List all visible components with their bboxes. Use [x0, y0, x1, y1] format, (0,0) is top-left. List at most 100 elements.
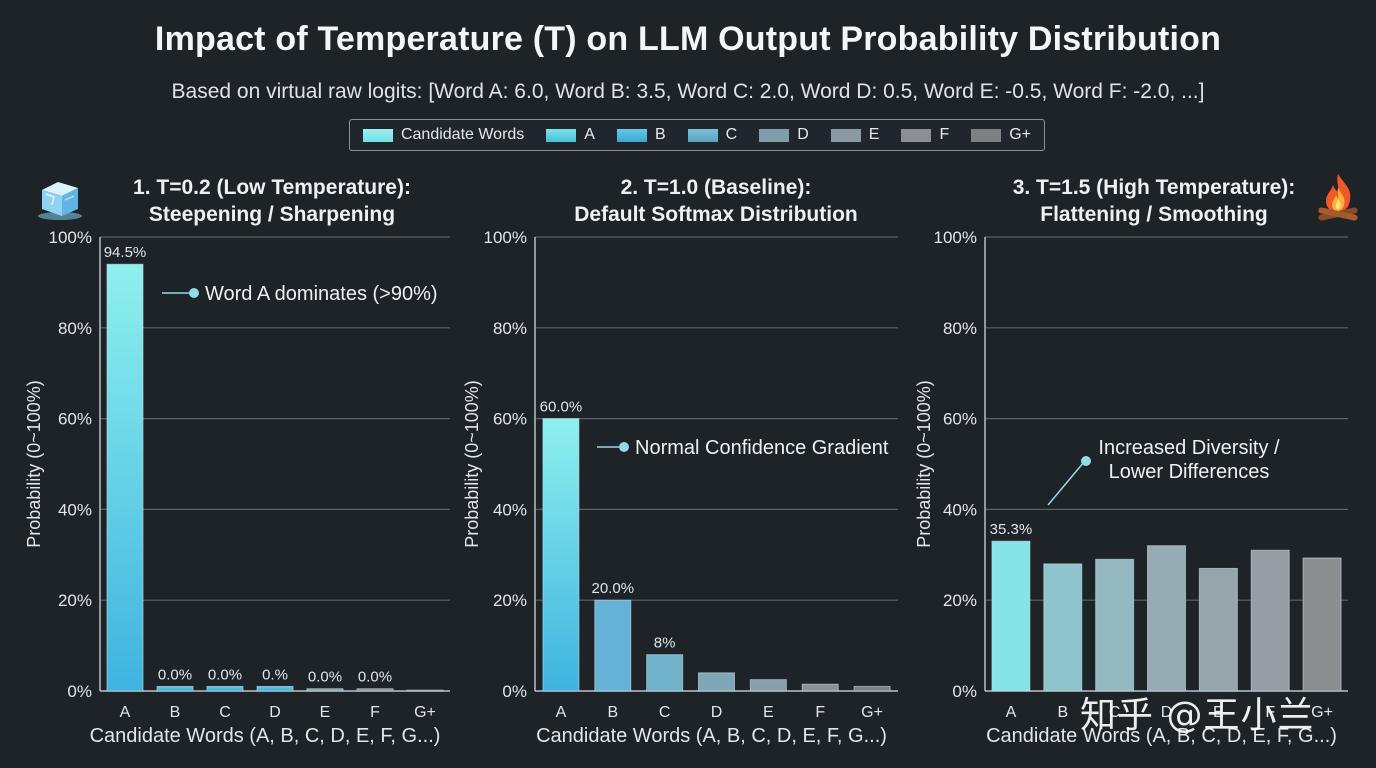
watermark: 知乎 @王小兰 [1080, 695, 1315, 736]
y-axis-label: Probability (0~100%) [24, 380, 44, 548]
x-tick-label: D [269, 704, 281, 721]
bar-f [356, 688, 394, 692]
y-tick-label: 80% [943, 319, 977, 338]
bar-d [256, 685, 294, 692]
bar-gplus [1302, 557, 1342, 692]
legend-label: A [584, 126, 595, 143]
bar-a [542, 418, 580, 692]
chart-subtitle: Based on virtual raw logits: [Word A: 6.… [171, 80, 1205, 103]
panel-1-title-line1: 1. T=0.2 (Low Temperature): [133, 176, 411, 199]
data-label: 35.3% [990, 521, 1033, 538]
panel-1-title-line2: Steepening / Sharpening [148, 203, 396, 226]
y-tick-label: 60% [943, 410, 977, 429]
legend-swatch [546, 128, 577, 142]
x-tick-label: A [556, 704, 567, 721]
x-tick-label: E [1213, 704, 1224, 721]
legend-item-b: B [616, 126, 666, 144]
bar-f [1250, 549, 1290, 692]
annotation-dot [189, 288, 199, 298]
bar-b [156, 685, 194, 692]
x-tick-label: A [1006, 704, 1017, 721]
x-tick-label: E [320, 704, 331, 721]
legend-item-g: G+ [971, 126, 1031, 144]
legend-swatch [759, 128, 790, 142]
x-tick-label: D [711, 704, 723, 721]
legend-swatch [971, 128, 1002, 142]
legend-item-d: D [759, 126, 809, 144]
y-axis-label: Probability (0~100%) [914, 380, 934, 548]
bar-e [749, 679, 787, 692]
y-tick-label: 0% [952, 682, 977, 701]
y-tick-label: 20% [58, 591, 92, 610]
bar-a [991, 540, 1031, 692]
annotation-text-line2: Lower Differences [1109, 461, 1270, 483]
bar-c [206, 685, 244, 692]
y-tick-label: 40% [493, 500, 527, 519]
legend-swatch [901, 128, 932, 142]
y-tick-label: 100% [484, 228, 527, 247]
data-label: 94.5% [104, 244, 147, 261]
annotation-text-line1: Increased Diversity / [1098, 437, 1280, 459]
bar-gplus [406, 689, 444, 692]
legend-label: G+ [1009, 126, 1032, 143]
legend-swatch [616, 128, 647, 142]
chart-title: Impact of Temperature (T) on LLM Output … [154, 20, 1222, 58]
y-axis-label: Probability (0~100%) [462, 380, 482, 548]
x-tick-label: F [1265, 704, 1275, 721]
x-tick-label: G+ [861, 704, 883, 721]
data-label: 20.0% [592, 580, 635, 597]
annotation-dot [619, 442, 629, 452]
legend-item-c: C [687, 126, 737, 144]
data-label: 0.% [262, 666, 288, 683]
bar-c [646, 654, 684, 692]
x-tick-label: B [170, 704, 181, 721]
annotation-text: Word A dominates (>90%) [205, 283, 438, 305]
legend-label: B [654, 126, 666, 143]
legend-label: Candidate Words [400, 126, 525, 143]
x-tick-label: C [659, 704, 671, 721]
y-tick-label: 100% [49, 228, 92, 247]
y-tick-label: 20% [943, 591, 977, 610]
legend-item-a: A [546, 126, 595, 144]
data-label: 0.0% [158, 666, 192, 683]
legend-swatch [687, 128, 718, 142]
bar-e [306, 688, 344, 692]
y-tick-label: 40% [58, 500, 92, 519]
x-tick-label: A [120, 704, 131, 721]
data-label: 8% [654, 635, 676, 652]
x-axis-label: Candidate Words (A, B, C, D, E, F, G...) [90, 725, 441, 747]
x-axis-label: Candidate Words (A, B, C, D, E, F, G...) [536, 725, 887, 747]
x-tick-label: G+ [1311, 704, 1333, 721]
bar-d [1147, 545, 1186, 692]
y-tick-label: 60% [493, 410, 527, 429]
annotation-dot [1081, 456, 1091, 466]
x-tick-label: G+ [414, 704, 436, 721]
bar-gplus [853, 685, 891, 692]
annotation-leader [1047, 461, 1085, 506]
panel-2-title: 2. T=1.0 (Baseline): Default Softmax Dis… [506, 174, 926, 228]
x-axis-label: Candidate Words (A, B, C, D, E, F, G...) [986, 725, 1337, 747]
x-tick-label: F [370, 704, 380, 721]
bar-c [1095, 558, 1135, 692]
panel-3-title-line1: 3. T=1.5 (High Temperature): [1012, 176, 1296, 199]
bar-e [1198, 567, 1238, 692]
panel-2-title-line2: Default Softmax Distribution [574, 203, 858, 226]
x-tick-label: C [219, 704, 231, 721]
legend-item-candidate-words: Candidate Words [362, 126, 525, 144]
x-tick-label: F [815, 704, 825, 721]
campfire-icon [1318, 174, 1358, 221]
bar-b [594, 599, 632, 692]
y-tick-label: 100% [934, 228, 977, 247]
panel-3-title: 3. T=1.5 (High Temperature): Flattening … [944, 174, 1364, 228]
legend-item-e: E [830, 126, 879, 144]
data-label: 0.0% [358, 669, 392, 686]
legend: Candidate Words A B C D E F G+ [349, 119, 1045, 151]
ice-cube-icon [38, 182, 82, 220]
x-tick-label: C [1109, 704, 1121, 721]
y-tick-label: 0% [502, 682, 527, 701]
y-tick-label: 80% [58, 319, 92, 338]
panel-2-title-line1: 2. T=1.0 (Baseline): [620, 176, 812, 199]
y-tick-label: 60% [58, 410, 92, 429]
legend-label: F [939, 126, 950, 143]
